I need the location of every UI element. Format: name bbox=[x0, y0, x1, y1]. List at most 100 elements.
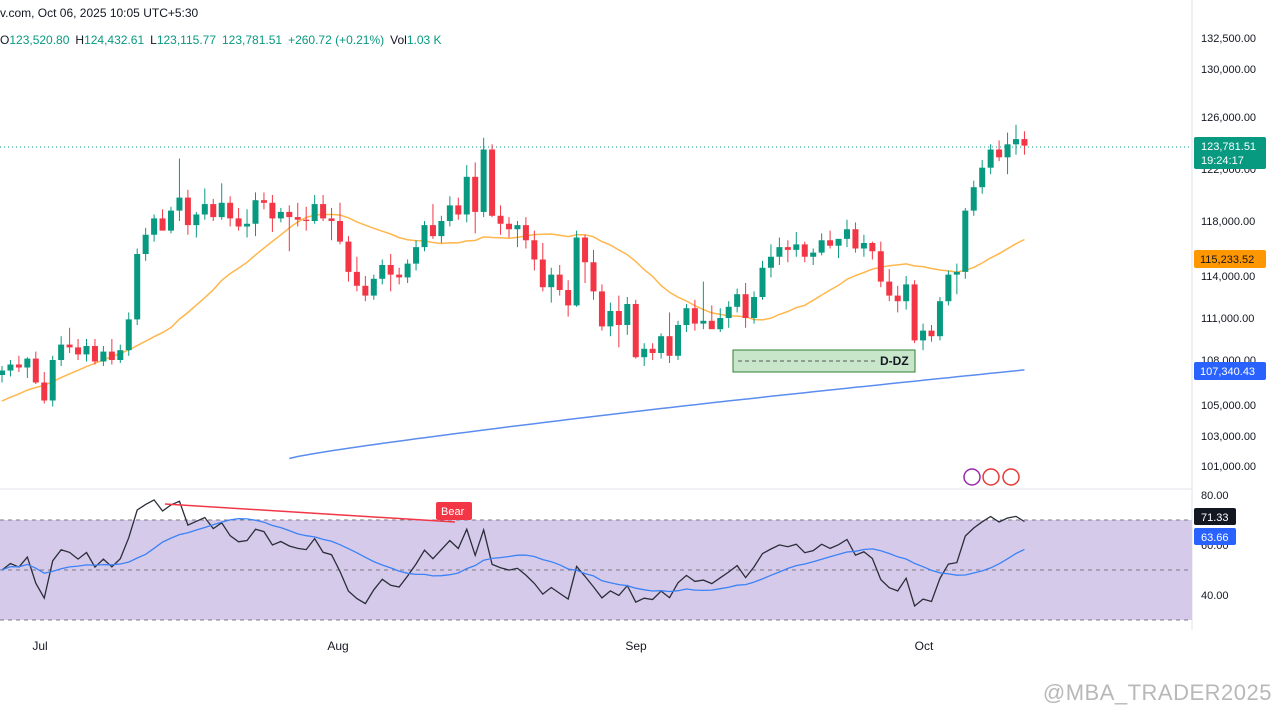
candle-body bbox=[260, 200, 267, 203]
candle-body bbox=[894, 295, 901, 302]
candle-body bbox=[582, 237, 589, 263]
candle-body bbox=[632, 304, 639, 358]
candle-body bbox=[218, 202, 225, 218]
candle-body bbox=[320, 204, 327, 219]
candle-body bbox=[844, 229, 850, 239]
ohlc-key: O bbox=[0, 33, 10, 47]
candle-body bbox=[607, 311, 614, 327]
countdown-label: 19:24:17 bbox=[1201, 155, 1244, 167]
candle-body bbox=[396, 274, 403, 278]
x-tick-label: Oct bbox=[915, 639, 934, 653]
candle-body bbox=[303, 219, 310, 221]
ohlc-value: 124,432.61 bbox=[84, 33, 145, 47]
candle-body bbox=[666, 336, 673, 356]
price-tick-label: 130,000.00 bbox=[1201, 64, 1256, 76]
fast-ma-tag-bg bbox=[1194, 250, 1266, 268]
candle-body bbox=[286, 211, 293, 218]
price-tick-label: 114,000.00 bbox=[1201, 271, 1255, 283]
event-icon bbox=[982, 468, 1000, 486]
candle-body bbox=[472, 176, 479, 212]
candle-body bbox=[83, 346, 90, 355]
candle-body bbox=[784, 247, 791, 250]
candle-body bbox=[328, 218, 335, 221]
candle-body bbox=[911, 284, 918, 341]
candle-body bbox=[869, 243, 876, 252]
candle-body bbox=[734, 294, 741, 307]
price-tick-label: 105,000.00 bbox=[1201, 400, 1256, 412]
candle-body bbox=[920, 330, 927, 341]
candle-body bbox=[446, 205, 453, 221]
candle-body bbox=[294, 217, 301, 220]
candle-body bbox=[404, 263, 411, 278]
candle-body bbox=[142, 234, 149, 254]
candle-body bbox=[1021, 139, 1028, 146]
candle-body bbox=[700, 320, 707, 324]
candle-body bbox=[421, 225, 428, 248]
candle-body bbox=[438, 221, 445, 237]
candle-body bbox=[41, 382, 48, 401]
watermark: @MBA_TRADER2025 bbox=[1042, 680, 1272, 705]
x-tick-label: Aug bbox=[327, 639, 348, 653]
rsi-tick-label: 80.00 bbox=[1201, 490, 1229, 502]
x-tick-label: Sep bbox=[625, 639, 647, 653]
current-price-tag: 123,781.51 bbox=[1201, 141, 1256, 153]
price-tick-label: 118,000.00 bbox=[1201, 216, 1255, 228]
x-tick-label: Jul bbox=[32, 639, 47, 653]
candle-body bbox=[708, 320, 715, 330]
candle-body bbox=[945, 274, 952, 302]
candle-body bbox=[24, 358, 31, 368]
candle-body bbox=[691, 308, 698, 324]
candle-body bbox=[429, 225, 436, 237]
rsi-value-tag-bg bbox=[1194, 508, 1236, 525]
ohlc-value: 1.03 K bbox=[406, 33, 442, 47]
fast-ma-line bbox=[1, 213, 1025, 402]
candle-body bbox=[776, 247, 783, 257]
candle-body bbox=[108, 351, 115, 360]
candle-body bbox=[49, 360, 56, 401]
candle-body bbox=[860, 243, 867, 249]
candle-body bbox=[252, 200, 259, 224]
candle-body bbox=[463, 176, 470, 215]
candle-body bbox=[573, 237, 580, 306]
candle-body bbox=[159, 218, 166, 231]
candle-body bbox=[793, 244, 800, 250]
bear-label: Bear bbox=[441, 506, 465, 518]
ohlc-key: L bbox=[150, 33, 157, 47]
candle-body bbox=[641, 348, 648, 358]
candle-body bbox=[480, 149, 487, 212]
candle-body bbox=[852, 229, 859, 249]
candle-body bbox=[370, 278, 377, 296]
candle-body bbox=[345, 241, 352, 272]
rsi-value-tag: 71.33 bbox=[1201, 512, 1229, 524]
candle-body bbox=[531, 240, 538, 260]
candle-body bbox=[91, 346, 98, 362]
candle-body bbox=[1004, 144, 1011, 158]
ohlc-value: 123,115.77 bbox=[156, 33, 216, 47]
candle-body bbox=[134, 254, 141, 320]
candle-body bbox=[244, 223, 251, 227]
candle-body bbox=[810, 252, 817, 257]
ohlc-readout: O123,520.80 H124,432.61 L123,115.77 123,781… bbox=[0, 33, 448, 47]
candle-body bbox=[675, 325, 681, 356]
candle-body bbox=[455, 205, 462, 215]
candle-body bbox=[717, 318, 724, 330]
candle-body bbox=[0, 370, 5, 375]
candle-body bbox=[379, 265, 386, 279]
bear-label-bg bbox=[436, 502, 472, 520]
candle-body bbox=[362, 285, 369, 296]
candle-body bbox=[886, 281, 893, 296]
rsi-ma-tag-bg bbox=[1194, 528, 1236, 545]
rsi-tick-label: 40.00 bbox=[1201, 590, 1229, 602]
candle-body bbox=[835, 238, 842, 246]
slow-ma-line bbox=[289, 369, 1025, 460]
candle-body bbox=[311, 204, 318, 221]
candle-body bbox=[506, 223, 512, 230]
candle-body bbox=[176, 197, 183, 211]
event-icon bbox=[1002, 468, 1020, 486]
candle-body bbox=[801, 244, 808, 257]
candle-body bbox=[235, 218, 242, 227]
candle-body bbox=[15, 364, 22, 368]
candle-body bbox=[759, 267, 766, 297]
candle-body bbox=[877, 251, 884, 282]
